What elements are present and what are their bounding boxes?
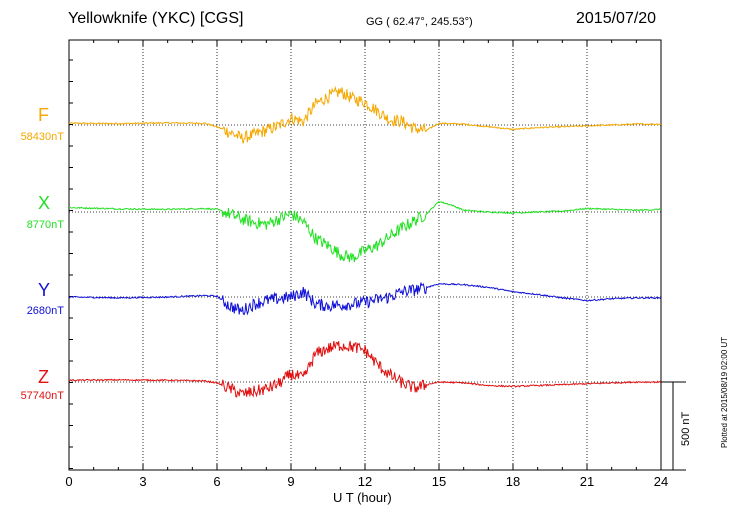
station-title: Yellowknife (YKC) [CGS] [68,10,244,27]
x-tick-label: 3 [139,474,147,489]
x-tick-label: 0 [65,474,73,489]
series-line-x [68,201,662,263]
baseline-label-f: 58430nT [20,131,64,143]
series-line-f [68,85,662,144]
x-tick-label: 21 [579,474,595,489]
baseline-label-x: 8770nT [26,219,64,231]
baseline-label-y: 2680nT [26,305,64,317]
plot-date: 2015/07/20 [576,10,657,27]
series-line-z [68,340,662,398]
series-label-z: Z [38,367,49,387]
x-tick-label: 24 [653,474,669,489]
scale-bar-label: 500 nT [680,411,692,446]
plotted-timestamp: Plotted at 2015/08/19 02:00 UT [720,336,729,448]
series-label-f: F [38,105,49,125]
geographic-coordinates: GG ( 62.47°, 245.53°) [366,16,473,28]
x-tick-label: 15 [431,474,447,489]
series-label-y: Y [38,280,51,300]
x-axis-label: U T (hour) [333,490,392,505]
x-tick-label: 12 [357,474,373,489]
x-tick-label: 18 [505,474,521,489]
baseline-label-z: 57740nT [20,390,64,402]
series-line-y [68,282,662,316]
series-label-x: X [38,193,51,213]
x-tick-label: 6 [213,474,221,489]
x-tick-label: 9 [287,474,295,489]
